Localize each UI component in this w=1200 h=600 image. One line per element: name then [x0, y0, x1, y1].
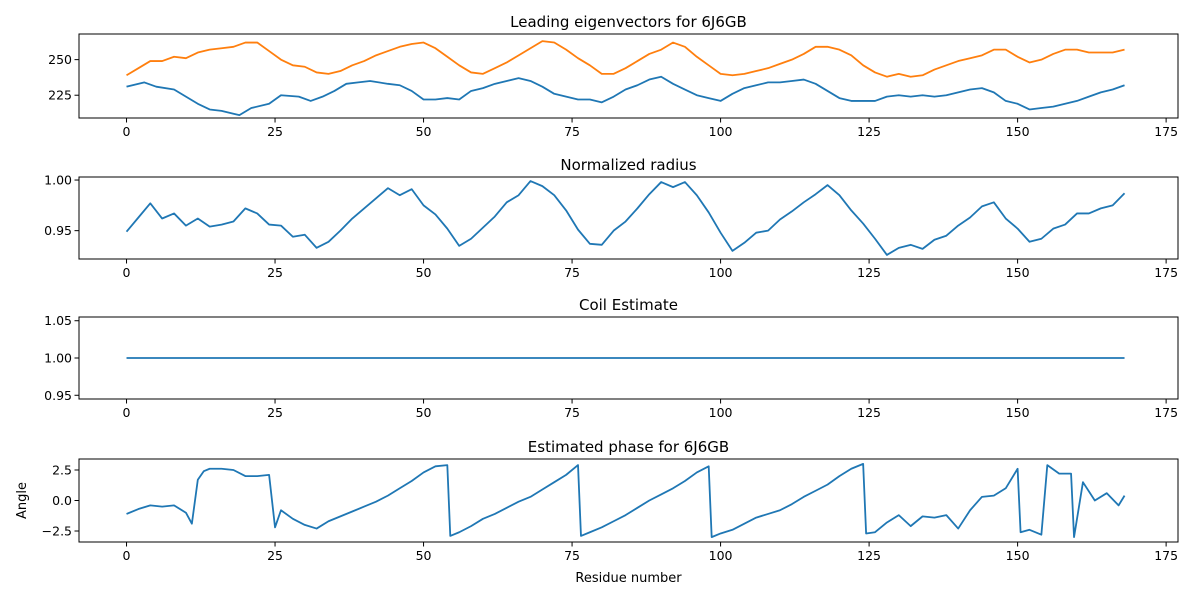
y-tick-label: 0.0	[52, 493, 72, 508]
x-tick-label: 100	[709, 265, 733, 280]
x-tick-label: 75	[564, 124, 580, 139]
x-tick-label: 150	[1006, 548, 1030, 563]
y-tick-label: 1.00	[44, 173, 72, 188]
y-tick-label: 0.95	[44, 223, 72, 238]
x-tick-label: 150	[1006, 265, 1030, 280]
x-tick-label: 100	[709, 548, 733, 563]
x-tick-label: 125	[857, 124, 881, 139]
y-tick-label: 0.95	[44, 388, 72, 403]
x-tick-label: 175	[1154, 265, 1178, 280]
x-tick-label: 0	[123, 405, 131, 420]
x-tick-label: 150	[1006, 405, 1030, 420]
x-tick-label: 125	[857, 265, 881, 280]
x-tick-label: 0	[123, 265, 131, 280]
x-tick-label: 175	[1154, 405, 1178, 420]
x-tick-label: 125	[857, 405, 881, 420]
series-line-1	[126, 75, 1125, 117]
subplot-3: Coil Estimate 0 25 50 75 100 125 150 175 0.95 1.00…	[44, 296, 1179, 420]
y-tick-label: 1.00	[44, 351, 72, 366]
x-tick-label: 0	[123, 124, 131, 139]
x-tick-label: 75	[564, 548, 580, 563]
y-tick-label: 2.5	[52, 462, 72, 477]
x-tick-label: 50	[416, 265, 432, 280]
x-tick-label: 100	[709, 405, 733, 420]
x-tick-label: 25	[267, 548, 283, 563]
x-axis-label: Residue number	[575, 571, 682, 586]
subplot-title: Leading eigenvectors for 6J6GB	[510, 13, 747, 31]
x-tick-label: 75	[564, 405, 580, 420]
y-tick-label: −2.5	[42, 524, 72, 539]
x-tick-label: 125	[857, 548, 881, 563]
x-tick-label: 25	[267, 265, 283, 280]
subplot-1: Leading eigenvectors for 6J6GB 0 25 50 75 100…	[48, 13, 1179, 139]
axes-frame	[78, 458, 1179, 543]
subplot-title: Coil Estimate	[579, 296, 678, 314]
y-tick-label: 250	[48, 52, 72, 67]
subplot-title: Estimated phase for 6J6GB	[528, 438, 729, 456]
subplot-4: Estimated phase for 6J6GB 0 25 50 75 100 125 15…	[15, 438, 1179, 586]
x-tick-label: 50	[416, 124, 432, 139]
series-line-1	[125, 180, 1126, 256]
subplot-title: Normalized radius	[560, 156, 696, 174]
x-tick-label: 50	[416, 548, 432, 563]
y-tick-label: 225	[48, 88, 72, 103]
x-tick-label: 175	[1154, 548, 1178, 563]
x-tick-label: 0	[123, 548, 131, 563]
x-tick-label: 75	[564, 265, 580, 280]
y-axis-label: Angle	[15, 482, 30, 519]
x-tick-label: 25	[267, 124, 283, 139]
x-tick-label: 25	[267, 405, 283, 420]
y-tick-label: 1.05	[44, 313, 72, 328]
axes-frame	[78, 176, 1179, 260]
series-line-1	[126, 462, 1126, 539]
series-line-2	[126, 40, 1125, 78]
x-tick-label: 175	[1154, 124, 1178, 139]
x-tick-label: 150	[1006, 124, 1030, 139]
axes-frame	[78, 33, 1179, 119]
x-tick-label: 50	[416, 405, 432, 420]
subplot-2: Normalized radius 0 25 50 75 100 125 150 175 0.95…	[44, 156, 1179, 280]
x-tick-label: 100	[709, 124, 733, 139]
